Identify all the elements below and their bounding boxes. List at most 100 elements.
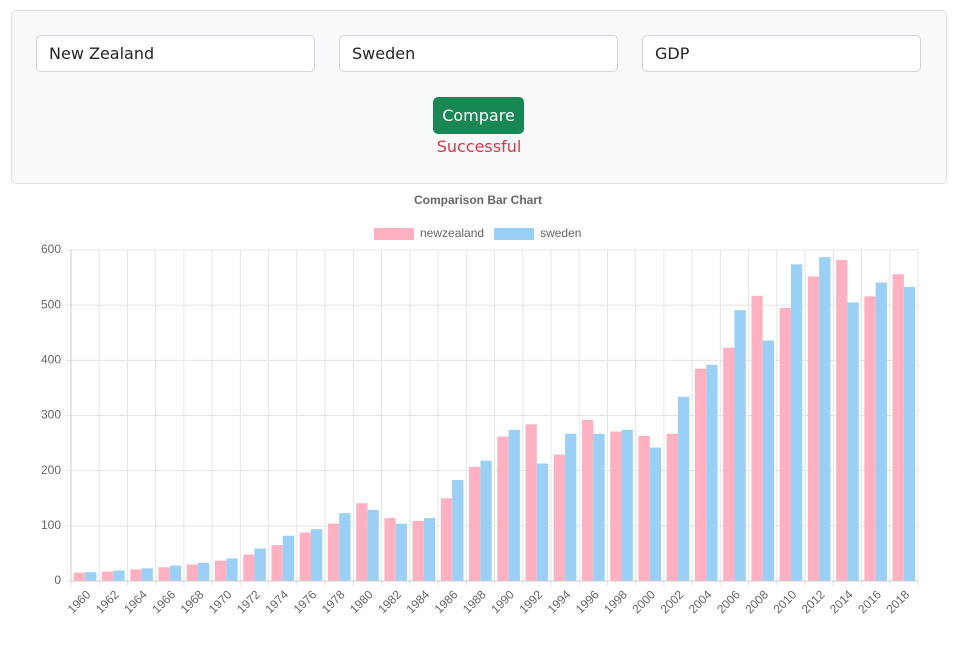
- chart: Comparison Bar Chart 0 100 200 300 400 500 600…: [41, 193, 919, 616]
- bar: [440, 498, 453, 581]
- bar: [525, 424, 537, 581]
- y-tick-label: 300: [41, 408, 61, 422]
- legend-swatch: [494, 228, 535, 240]
- bar: [226, 558, 238, 581]
- y-tick-label: 400: [41, 353, 61, 367]
- bar: [666, 433, 679, 581]
- bar: [395, 523, 407, 581]
- bar: [271, 545, 283, 581]
- y-tick-label: 200: [41, 463, 61, 477]
- x-tick-label: 1996: [573, 587, 602, 616]
- x-tick-label: 1990: [488, 587, 517, 616]
- y-tick-label: 600: [41, 242, 61, 256]
- x-tick-label: 1970: [206, 587, 235, 616]
- legend-swatch: [374, 228, 414, 240]
- country-input[interactable]: New Zealand: [36, 35, 315, 72]
- bar: [367, 509, 379, 581]
- bar: [694, 368, 707, 581]
- bar: [723, 347, 735, 581]
- x-tick-label: 1974: [262, 587, 291, 616]
- x-tick-label: 1960: [65, 587, 94, 616]
- x-tick-label: 1976: [291, 587, 320, 616]
- bar: [169, 565, 182, 581]
- x-tick-label: 2016: [855, 587, 884, 616]
- bar: [339, 513, 351, 581]
- bar: [610, 431, 622, 581]
- bar: [536, 463, 549, 581]
- bar: [875, 282, 887, 581]
- x-tick-label: 1986: [432, 587, 461, 616]
- bar: [807, 276, 820, 581]
- bar: [836, 259, 848, 581]
- x-tick-label: 2002: [658, 587, 687, 616]
- bar: [649, 447, 662, 581]
- y-tick-label: 500: [41, 297, 61, 311]
- bar: [412, 520, 424, 581]
- bar: [113, 570, 125, 581]
- chart-title: Comparison Bar Chart: [414, 193, 542, 207]
- x-tick-label: 1978: [319, 587, 348, 616]
- bar: [282, 535, 295, 581]
- bar: [214, 560, 227, 581]
- bar: [553, 454, 566, 581]
- bar: [779, 307, 791, 581]
- bar: [299, 532, 311, 581]
- form-panel: New Zealand Sweden GDP Compare Successfu…: [11, 10, 947, 184]
- x-tick-label: 1984: [403, 587, 432, 616]
- x-tick-label: 1982: [375, 587, 404, 616]
- status-message: Successful: [436, 137, 522, 156]
- x-tick-label: 2014: [827, 587, 856, 616]
- x-tick-label: 1980: [347, 587, 376, 616]
- bar: [497, 436, 509, 581]
- x-tick-label: 1968: [178, 587, 207, 616]
- bar: [734, 310, 746, 581]
- bar: [892, 274, 904, 581]
- bar: [254, 548, 266, 581]
- bar: [638, 435, 650, 581]
- bar: [469, 466, 481, 581]
- x-tick-label: 1998: [601, 587, 630, 616]
- x-tick-label: 2010: [771, 587, 800, 616]
- bar: [864, 296, 876, 581]
- bar: [847, 302, 859, 581]
- bar: [593, 433, 605, 581]
- x-tick-label: 1988: [460, 587, 489, 616]
- bar: [384, 518, 396, 581]
- bar: [102, 571, 114, 581]
- bar: [198, 562, 210, 581]
- legend-label: newzealand: [420, 226, 484, 240]
- bar: [819, 257, 831, 581]
- bar: [327, 523, 340, 581]
- y-tick-label: 100: [41, 518, 61, 532]
- country-input[interactable]: Sweden: [339, 35, 618, 72]
- x-tick-label: 1964: [121, 587, 150, 616]
- x-tick-label: 2000: [629, 587, 658, 616]
- bar: [903, 286, 916, 581]
- bar: [310, 529, 323, 581]
- bar: [751, 295, 763, 581]
- bar: [356, 503, 368, 581]
- bar: [582, 419, 594, 581]
- compare-button[interactable]: Compare: [433, 97, 524, 134]
- x-tick-label: 1966: [149, 587, 178, 616]
- bar: [678, 396, 690, 581]
- bar: [621, 429, 633, 581]
- bar: [423, 518, 436, 581]
- bar: [508, 429, 520, 581]
- x-tick-label: 2006: [714, 587, 743, 616]
- x-tick-label: 2012: [799, 587, 828, 616]
- bar: [452, 480, 464, 581]
- bar: [130, 569, 142, 581]
- bar: [243, 554, 255, 581]
- bar: [790, 264, 803, 581]
- y-tick-label: 0: [54, 573, 61, 587]
- indicator-input[interactable]: GDP: [642, 35, 921, 72]
- bar: [186, 564, 199, 581]
- bar: [480, 460, 492, 581]
- bar: [565, 433, 577, 581]
- x-tick-label: 2018: [883, 587, 912, 616]
- x-tick-label: 1972: [234, 587, 263, 616]
- bar: [158, 567, 170, 581]
- legend-label: sweden: [540, 226, 581, 240]
